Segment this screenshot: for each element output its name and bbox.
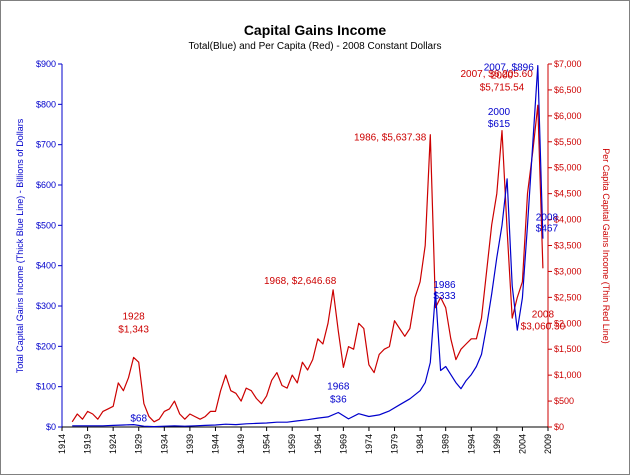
data-annotation: $36 — [330, 395, 347, 406]
data-annotation: $333 — [433, 291, 456, 302]
x-tick-label: 1914 — [57, 434, 67, 454]
x-tick-label: 1999 — [492, 434, 502, 454]
x-tick-label: 1944 — [210, 434, 220, 454]
data-annotation: 2007, $6,205.60 — [461, 69, 534, 80]
left-tick-label: $200 — [36, 341, 56, 351]
data-annotation: 1928 — [122, 311, 145, 322]
left-axis-label: Total Capital Gains Income (Thick Blue L… — [15, 118, 25, 373]
x-tick-label: 1934 — [159, 434, 169, 454]
x-tick-label: 2009 — [543, 434, 553, 454]
x-tick-label: 1919 — [83, 434, 93, 454]
right-tick-label: $5,500 — [554, 137, 582, 147]
chart-title: Capital Gains Income — [243, 22, 387, 38]
data-annotation: $68 — [130, 414, 147, 425]
data-annotation: 2000 — [488, 107, 511, 118]
x-tick-label: 2004 — [517, 434, 527, 454]
data-annotation: $615 — [488, 119, 511, 130]
right-tick-label: $6,000 — [554, 111, 582, 121]
left-tick-label: $800 — [36, 99, 56, 109]
x-tick-label: 1964 — [313, 434, 323, 454]
left-tick-label: $900 — [36, 59, 56, 69]
data-annotation: 1986 — [433, 280, 456, 291]
x-tick-label: 1949 — [236, 434, 246, 454]
right-tick-label: $2,500 — [554, 292, 582, 302]
data-annotation: 2007, $896 — [484, 63, 534, 74]
data-annotation: $5,715.54 — [480, 83, 525, 94]
right-tick-label: $6,500 — [554, 85, 582, 95]
left-tick-label: $300 — [36, 301, 56, 311]
left-tick-label: $500 — [36, 220, 56, 230]
right-axis-label: Per Capita Capital Gains Income (Thin Re… — [601, 148, 611, 344]
x-tick-label: 1984 — [415, 434, 425, 454]
data-annotation: 2000 — [491, 71, 514, 82]
right-tick-label: $3,000 — [554, 266, 582, 276]
data-annotation: 2008 — [536, 213, 559, 224]
series-lines — [71, 64, 544, 428]
x-tick-label: 1939 — [185, 434, 195, 454]
right-tick-label: $7,000 — [554, 59, 582, 69]
x-tick-label: 1924 — [108, 434, 118, 454]
total-series-line — [72, 64, 544, 428]
right-tick-label: $5,000 — [554, 163, 582, 173]
x-tick-label: 1974 — [364, 434, 374, 454]
left-tick-label: $0 — [46, 422, 56, 432]
data-annotation: 1968 — [327, 382, 350, 393]
left-tick-label: $400 — [36, 261, 56, 271]
right-tick-label: $0 — [554, 422, 564, 432]
x-tick-label: 1994 — [466, 434, 476, 454]
right-tick-label: $2,000 — [554, 318, 582, 328]
x-tick-label: 1929 — [134, 434, 144, 454]
left-axis-ticks: $0 $100 $200 $300 $400 $500 $600 $700 $800 $900 — [36, 59, 62, 432]
x-tick-label: 1979 — [390, 434, 400, 454]
left-tick-label: $100 — [36, 382, 56, 392]
right-tick-label: $1,500 — [554, 344, 582, 354]
left-tick-label: $700 — [36, 140, 56, 150]
chart-subtitle: Total(Blue) and Per Capita (Red) - 2008 … — [188, 41, 442, 52]
x-axis-ticks: 1914 1919 1924 1929 1934 1939 1944 1949 1954 1959… — [57, 427, 553, 454]
x-tick-label: 1959 — [287, 434, 297, 454]
right-tick-label: $4,500 — [554, 189, 582, 199]
data-annotation: 1986, $5,637.38 — [354, 133, 427, 144]
right-tick-label: $1,000 — [554, 370, 582, 380]
data-annotation: 2008 — [532, 309, 555, 320]
right-axis-ticks: $0 $500 $1,000 $1,500 $2,000 $2,500 $3,000 $3,5… — [548, 59, 582, 432]
x-tick-label: 1989 — [441, 434, 451, 454]
left-tick-label: $600 — [36, 180, 56, 190]
data-annotation: $1,343 — [118, 324, 149, 335]
data-annotation: 1968, $2,646.68 — [264, 276, 337, 287]
right-tick-label: $3,500 — [554, 241, 582, 251]
right-tick-label: $4,000 — [554, 215, 582, 225]
per-capita-series-line — [71, 104, 544, 423]
right-tick-label: $500 — [554, 396, 574, 406]
data-annotation: $3,060.30 — [521, 321, 566, 332]
axes — [61, 64, 549, 428]
x-tick-label: 1954 — [262, 434, 272, 454]
x-tick-label: 1969 — [338, 434, 348, 454]
annotations: $68 1928 $1,343 1968, $2,646.68 1968 $36 1986,… — [118, 63, 565, 425]
data-annotation: $467 — [536, 224, 559, 235]
